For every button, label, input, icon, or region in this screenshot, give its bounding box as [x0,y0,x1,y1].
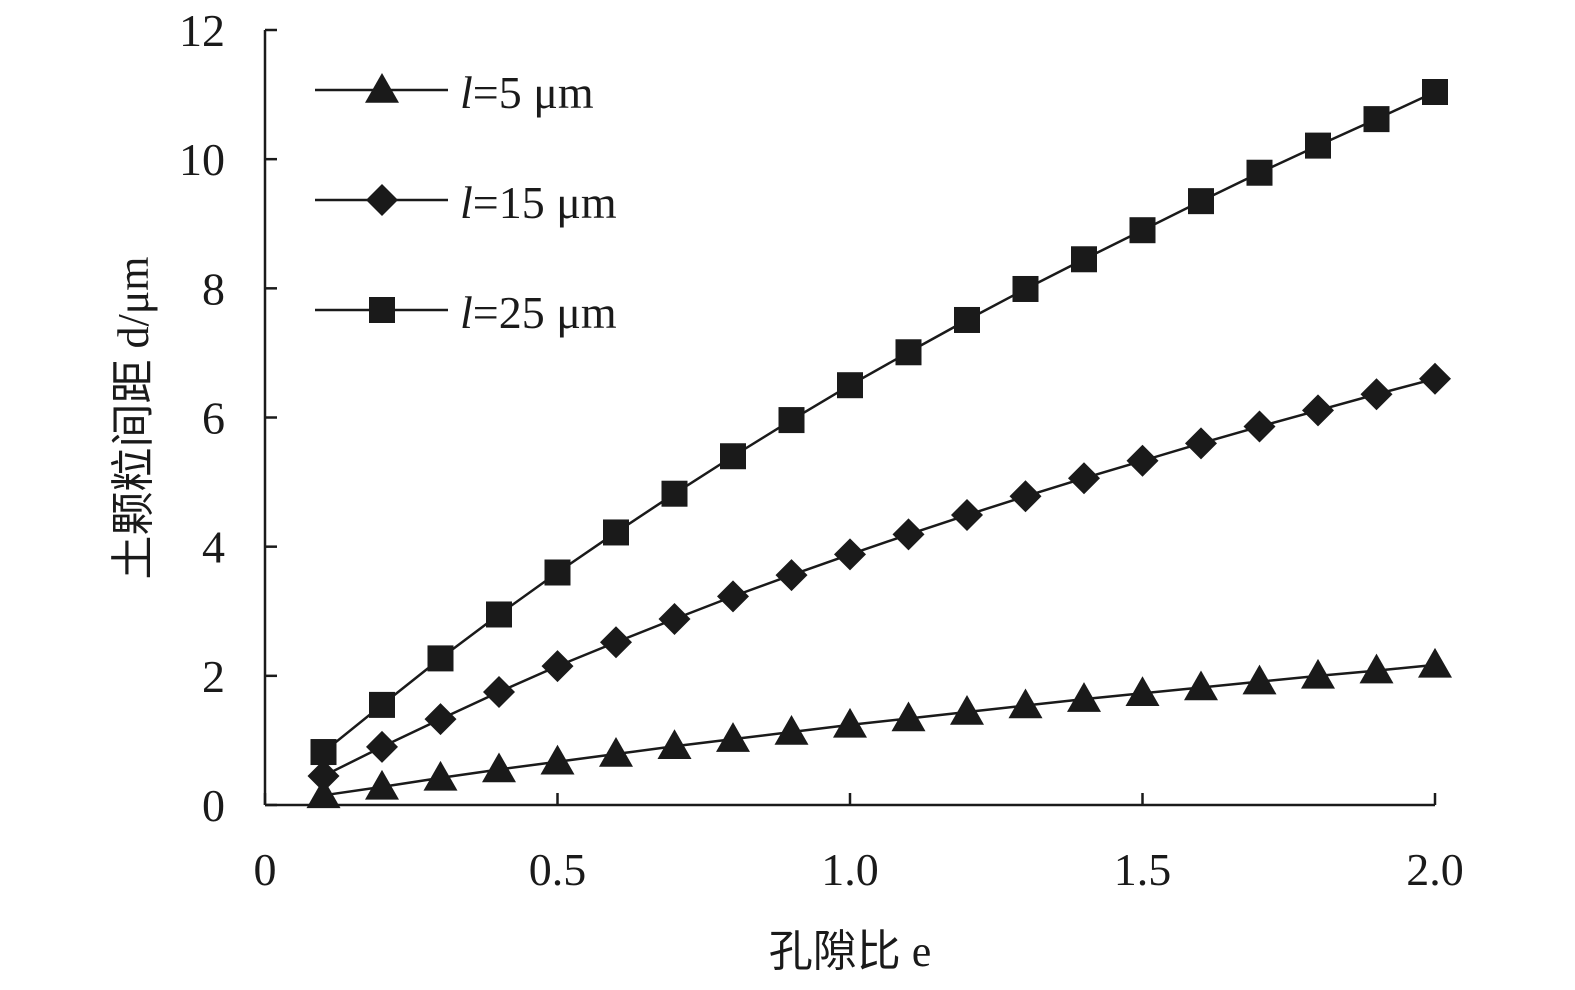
data-point [657,729,692,759]
y-tick-label: 12 [179,5,225,56]
data-point [1301,658,1335,689]
data-point [837,372,863,399]
y-tick-label: 8 [202,263,225,314]
legend-marker [365,73,399,103]
legend-marker [369,297,395,323]
data-point [950,695,984,725]
x-tick-label: 2.0 [1406,844,1464,895]
legend-label-rest: =5 μm [473,67,594,118]
data-point [1418,647,1452,678]
legend-label-italic: l [460,67,473,118]
data-point [891,701,926,732]
legend-label-italic: l [460,177,473,228]
data-point [833,707,867,738]
data-point [486,601,512,628]
data-point [720,443,746,470]
series-square [310,79,1448,766]
data-point [369,691,395,718]
data-point [1242,664,1277,695]
data-point [1009,480,1042,513]
y-tick-label: 6 [202,393,225,444]
legend-label-italic: l [460,287,473,338]
legend-entry: l=5 μm [315,67,594,118]
x-ticks: 0 0.5 1.0 1.5 2.0 [254,793,1464,895]
data-point [1008,688,1043,719]
data-point [1068,462,1100,495]
x-tick-label: 1.0 [821,844,879,895]
data-point [310,739,337,766]
legend-label: l=15 μm [460,177,617,228]
data-point [544,559,571,586]
legend-label: l=5 μm [460,67,594,118]
data-point [1359,653,1394,684]
data-point [600,626,632,659]
x-tick-label: 1.5 [1114,844,1172,895]
data-point [482,752,516,783]
data-point [423,760,458,791]
data-point [307,759,340,792]
data-point [1246,159,1273,186]
y-tick-label: 2 [202,651,225,702]
data-point [774,715,809,745]
data-point [775,559,808,592]
series-triangle [306,647,1452,809]
data-point [1419,362,1451,395]
data-point [427,645,454,672]
data-point [954,306,980,333]
legend-label-rest: =25 μm [473,287,617,338]
series-line [322,377,1436,778]
data-point [541,650,574,683]
data-point [1305,132,1331,159]
data-point [717,580,749,613]
legend: l=5 μml=15 μml=25 μm [315,67,617,338]
series-layer [306,79,1452,809]
data-point [1185,427,1217,460]
data-point [951,499,983,532]
data-point [1360,378,1393,411]
data-point [895,339,922,366]
data-point [1188,188,1214,215]
data-point [599,736,633,767]
data-point [658,603,691,635]
data-point [540,744,575,775]
legend-label-rest: =15 μm [473,177,617,228]
data-point [424,703,457,736]
data-point [716,722,750,752]
data-point [1422,79,1448,105]
x-axis-label: 孔隙比 e [769,927,932,976]
data-point [1071,246,1097,273]
data-point [1302,394,1334,427]
data-point [1184,670,1218,701]
legend-marker [366,184,398,216]
x-tick-label: 0.5 [529,844,587,895]
data-point [306,778,341,809]
y-axis-label: 土颗粒间距 d/μm [109,256,158,579]
legend-label: l=25 μm [460,287,617,338]
legend-entry: l=25 μm [315,287,617,338]
data-point [892,518,925,551]
x-tick-label: 0 [254,844,277,895]
data-point [1125,676,1160,707]
data-point [1067,682,1101,712]
y-tick-label: 10 [179,134,225,185]
data-point [1243,410,1276,443]
data-point [365,769,399,800]
y-tick-label: 0 [202,780,225,831]
data-point [603,519,629,546]
data-point [366,730,398,763]
data-point [1363,106,1390,133]
data-point [778,407,805,434]
legend-entry: l=15 μm [315,177,617,228]
data-point [661,480,688,507]
y-tick-label: 4 [202,522,225,573]
data-point [834,538,866,571]
data-point [483,675,515,708]
data-point [1012,275,1039,302]
data-point [1129,217,1156,244]
series-diamond [307,362,1451,792]
y-ticks: 0 2 4 6 8 10 12 [179,5,277,831]
data-point [1126,444,1159,477]
